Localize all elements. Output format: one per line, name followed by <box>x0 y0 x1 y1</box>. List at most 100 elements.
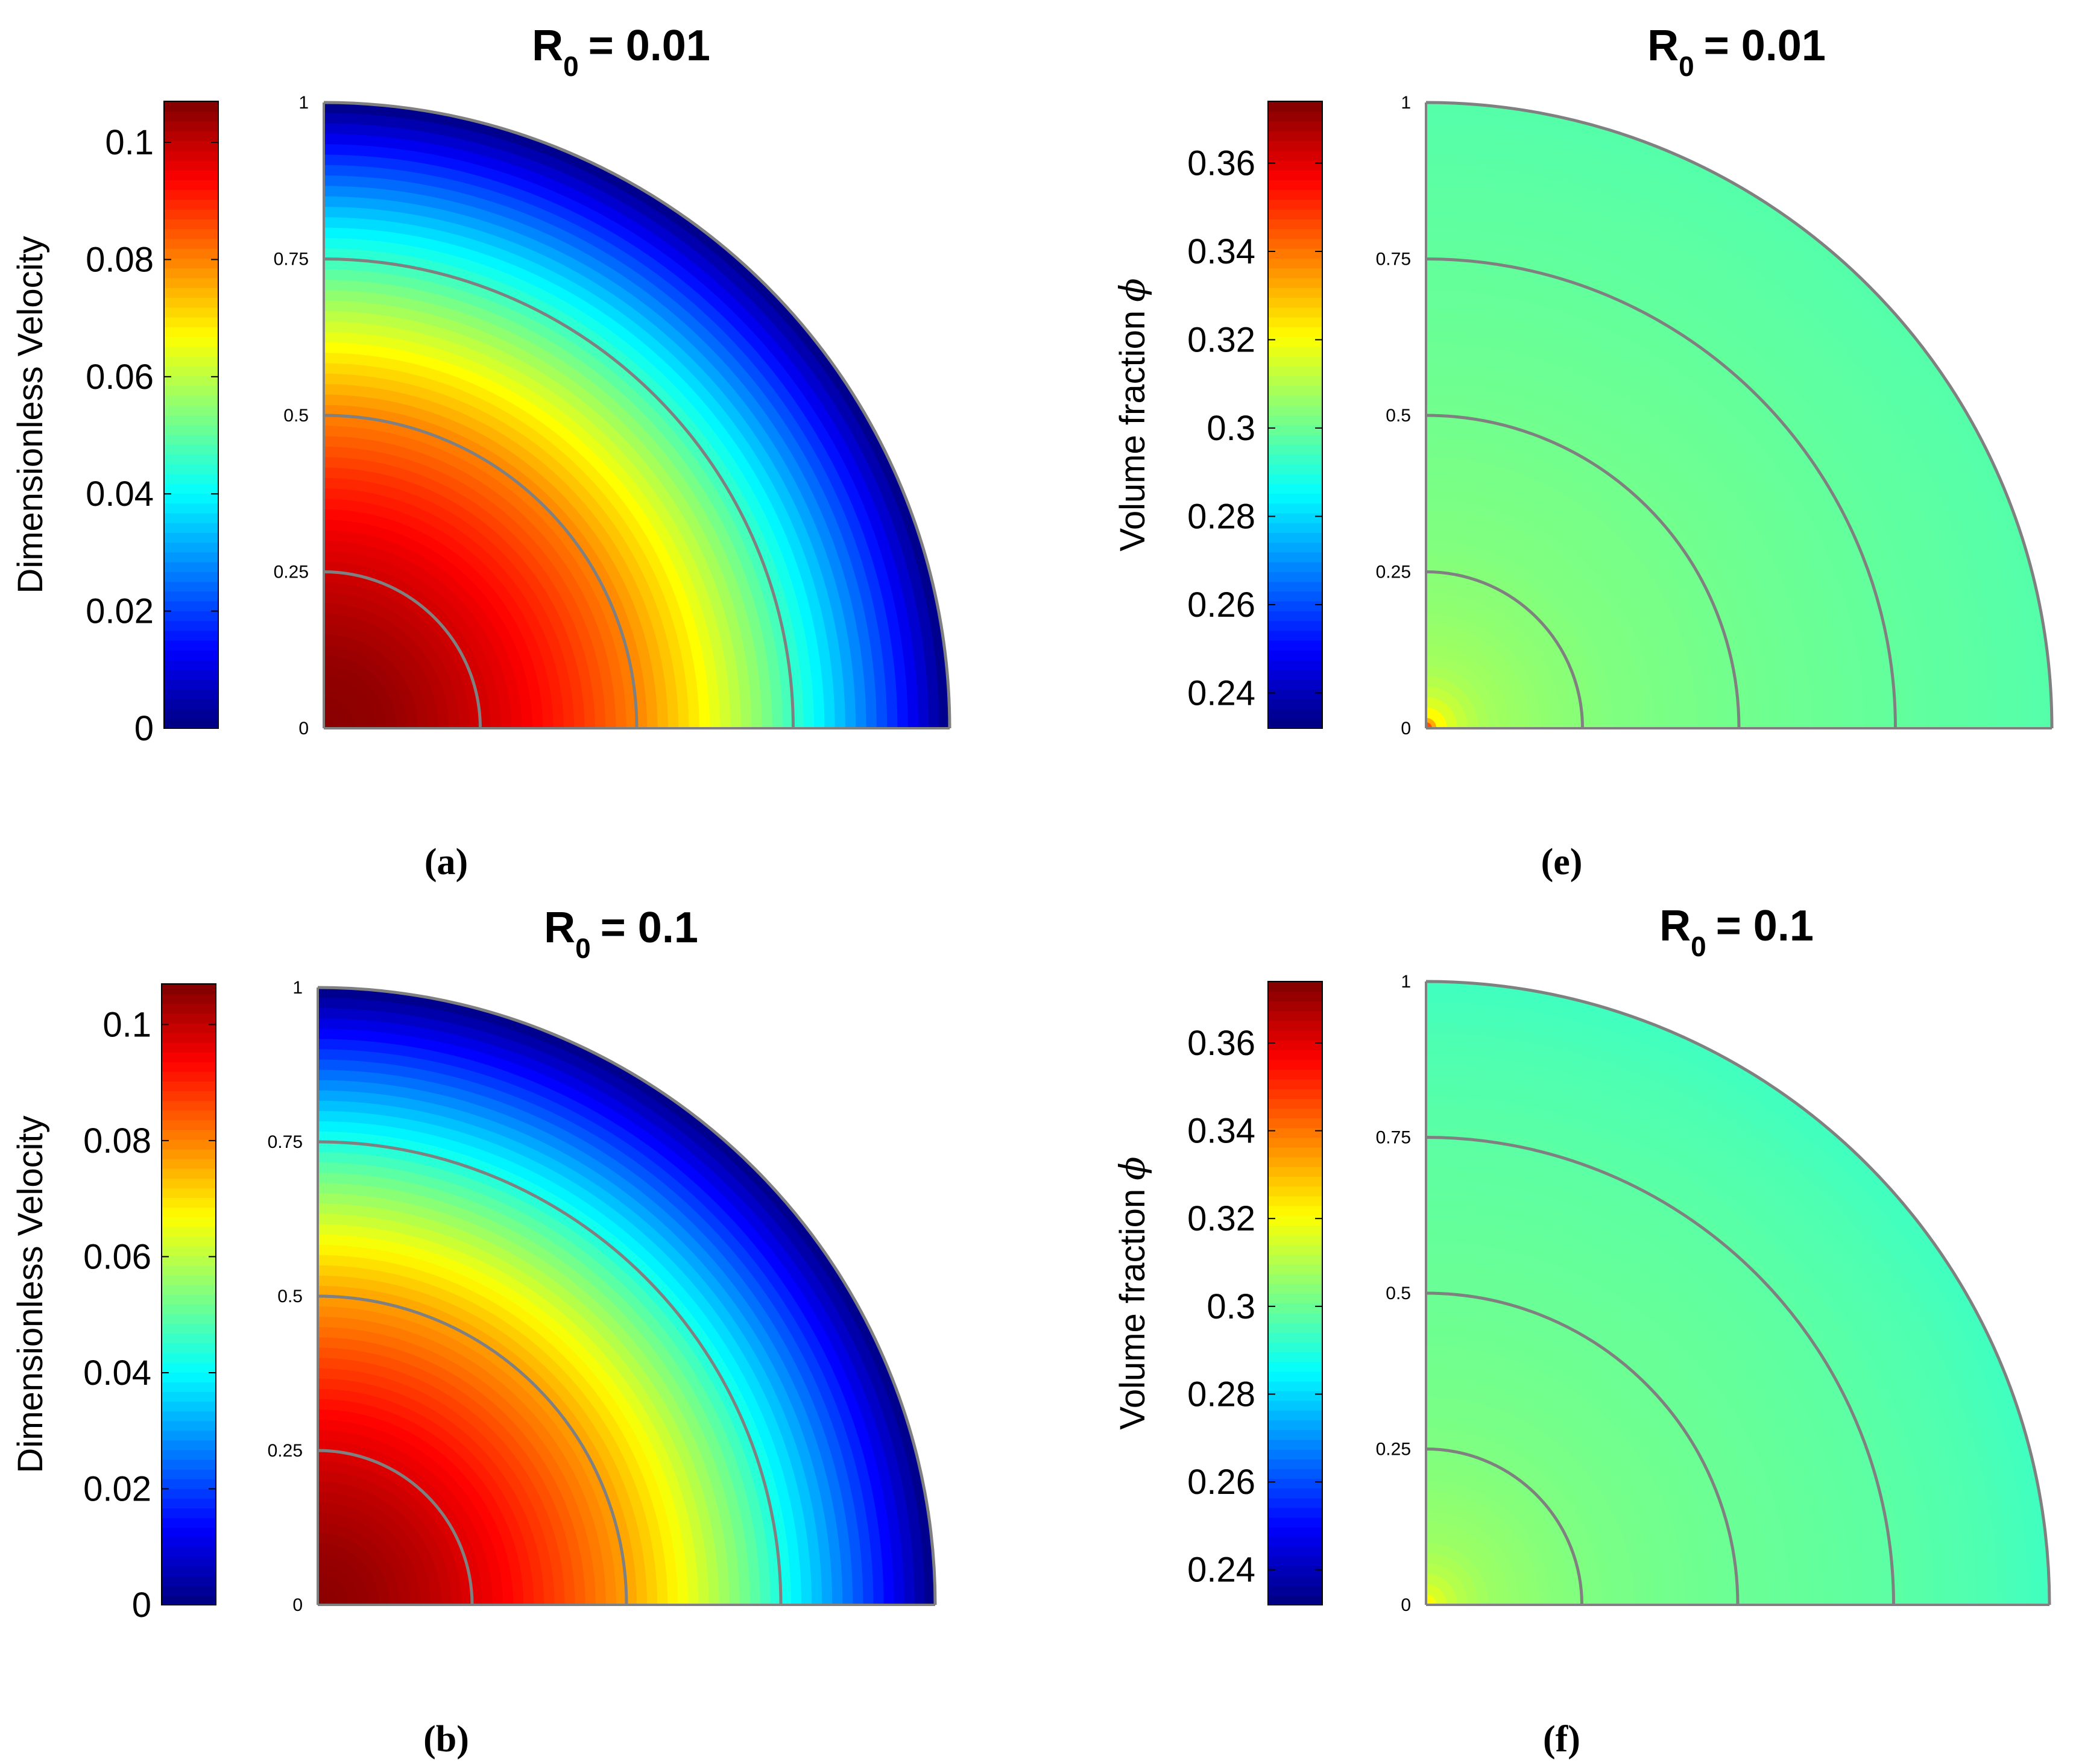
colorbar-step <box>1268 307 1322 318</box>
colorbar-label: Volume fraction ϕ <box>1112 278 1153 551</box>
radial-tick-label: 0.25 <box>274 562 309 582</box>
grid-ring <box>1425 101 2054 729</box>
colorbar-step <box>1268 1322 1322 1333</box>
grid-ring <box>323 257 795 729</box>
colorbar-step <box>164 464 218 474</box>
colorbar-step <box>1268 660 1322 670</box>
colorbar-step <box>162 994 216 1004</box>
grid-ring <box>317 1449 474 1605</box>
colorbar-step <box>164 405 218 415</box>
colorbar-step <box>164 317 218 327</box>
colorbar-step <box>162 1091 216 1101</box>
colorbar-step <box>1268 1498 1322 1508</box>
colorbar-step <box>162 1459 216 1470</box>
colorbar-tick-label: 0.04 <box>83 1353 151 1393</box>
colorbar-step <box>1268 356 1322 367</box>
colorbar-step <box>1268 277 1322 288</box>
colorbar-step <box>1268 561 1322 572</box>
radial-tick-label: 0.25 <box>1376 1440 1411 1460</box>
colorbar-step <box>1268 1108 1322 1119</box>
colorbar-step <box>162 1449 216 1460</box>
colorbar-step <box>164 111 218 122</box>
panel-title: R0 = 0.01 <box>532 22 710 82</box>
radial-tick-label: 0.75 <box>268 1132 303 1152</box>
colorbar-step <box>1268 444 1322 455</box>
contour-core <box>1426 1599 1432 1605</box>
colorbar-step <box>164 522 218 533</box>
colorbar-step <box>1268 1176 1322 1187</box>
colorbar-step <box>1268 248 1322 259</box>
colorbar-tick-label: 0.08 <box>86 240 154 279</box>
colorbar-step <box>1268 1332 1322 1343</box>
radial-tick-label: 0 <box>1401 719 1411 739</box>
radial-tick-label: 0 <box>292 1595 303 1615</box>
panel-a: 0 0.25 0.5 0.75 1 0 0.02 0.04 0.06 0.08 0.1 Dimensi… <box>11 22 951 883</box>
colorbar-tick-label: 0.28 <box>1187 497 1255 536</box>
colorbar-step <box>1268 1147 1322 1158</box>
colorbar-tick-label: 0.1 <box>105 123 154 162</box>
colorbar-label-symbol: ϕ <box>1112 1156 1153 1180</box>
colorbar-step <box>162 1236 216 1247</box>
colorbar-tick-label: 0.26 <box>1187 1463 1255 1502</box>
radial-tick-label: 0.75 <box>1376 250 1411 269</box>
colorbar-step <box>164 356 218 367</box>
panel-f: 0 0.25 0.5 0.75 1 0.24 0.26 0.28 0.3 0.32 0.34 0.36… <box>1112 902 2051 1760</box>
radial-tick-label: 0.5 <box>277 1287 303 1306</box>
colorbar-step <box>1268 611 1322 622</box>
colorbar: 0 0.02 0.04 0.06 0.08 0.1 <box>83 983 216 1625</box>
radial-tick-label: 1 <box>292 978 303 998</box>
colorbar-step <box>162 1517 216 1528</box>
colorbar-step <box>1268 424 1322 435</box>
colorbar-step <box>1268 650 1322 661</box>
panel-title-value: = 0.01 <box>588 22 710 70</box>
colorbar-step <box>162 1032 216 1043</box>
colorbar-step <box>1268 150 1322 161</box>
colorbar-step <box>1268 1186 1322 1197</box>
colorbar-step <box>164 209 218 219</box>
colorbar-step <box>162 1013 216 1024</box>
panel-title: R0 = 0.1 <box>544 904 698 964</box>
colorbar-step <box>162 1498 216 1509</box>
colorbar-step <box>164 365 218 376</box>
grid-ring <box>1425 257 1897 729</box>
panel-title-value: = 0.01 <box>1704 22 1826 70</box>
panel-title-var: R <box>532 22 563 70</box>
colorbar-frame <box>163 101 219 729</box>
colorbar-label: Volume fraction ϕ <box>1112 1156 1153 1429</box>
grid-ring <box>323 414 639 729</box>
colorbar-step <box>164 228 218 239</box>
colorbar-step <box>162 1003 216 1014</box>
colorbar-tick-label: 0.3 <box>1207 409 1255 448</box>
panel-title-subscript: 0 <box>563 51 579 82</box>
colorbar-step <box>162 1207 216 1218</box>
colorbar-step <box>1268 1390 1322 1401</box>
panel-label: (f) <box>1543 1719 1580 1760</box>
colorbar-step <box>1268 1517 1322 1528</box>
colorbar-step <box>1268 1137 1322 1148</box>
colorbar-step <box>1268 1050 1322 1060</box>
colorbar-tick-label: 0.34 <box>1187 1112 1255 1151</box>
colorbar-step <box>1268 1264 1322 1274</box>
colorbar-step <box>164 572 218 582</box>
colorbar-tick-label: 0.34 <box>1187 232 1255 271</box>
colorbar-step <box>1268 1156 1322 1167</box>
panel-label: (a) <box>424 842 468 883</box>
colorbar-step <box>1268 415 1322 426</box>
contour-bands <box>1426 102 2052 729</box>
colorbar-step <box>164 444 218 455</box>
colorbar-step <box>164 552 218 562</box>
colorbar-step <box>162 1333 216 1344</box>
colorbar-label-text: Volume fraction <box>1113 1189 1152 1430</box>
colorbar-step <box>1268 1488 1322 1499</box>
colorbar-step <box>1268 1059 1322 1070</box>
colorbar-step <box>1268 405 1322 415</box>
colorbar-step <box>162 1255 216 1266</box>
colorbar-step <box>1268 1312 1322 1323</box>
radial-tick-label: 0.25 <box>268 1441 303 1461</box>
colorbar-step <box>164 454 218 465</box>
radial-tick-label: 0.5 <box>283 406 309 426</box>
colorbar-step <box>162 1168 216 1179</box>
colorbar-step <box>162 1314 216 1325</box>
grid-ring <box>1425 570 1584 729</box>
